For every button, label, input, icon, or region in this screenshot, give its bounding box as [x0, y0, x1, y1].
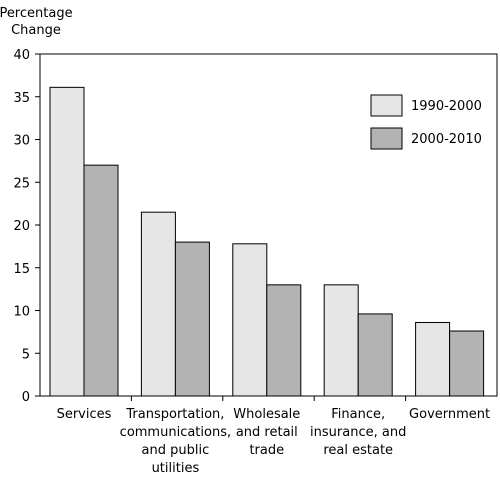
bar-2000-2010	[357, 313, 393, 397]
x-tick-label: Transportation, communications, and public…	[120, 407, 231, 476]
bar-1990-2000	[49, 86, 85, 397]
y-axis-label-line-2: Change	[11, 23, 61, 38]
y-tick-label: 0	[22, 390, 30, 405]
bar-1990-2000	[140, 211, 176, 397]
bar-2000-2010	[449, 330, 485, 397]
y-tick-label: 10	[13, 305, 30, 320]
legend-swatch	[370, 127, 403, 150]
bar-2000-2010	[174, 241, 210, 397]
bar-1990-2000	[232, 243, 268, 397]
bar-2000-2010	[266, 284, 302, 397]
y-tick-label: 5	[22, 347, 30, 362]
x-tick-label: Wholesale and retail trade	[233, 407, 300, 458]
legend-swatch	[370, 94, 403, 117]
y-tick-label: 35	[13, 91, 30, 106]
y-tick-label: 20	[13, 219, 30, 234]
bar-1990-2000	[415, 321, 451, 397]
legend: 1990-2000 2000-2010	[370, 94, 482, 150]
x-tick-label: Finance, insurance, and real estate	[310, 407, 406, 458]
legend-label: 1990-2000	[411, 99, 482, 114]
legend-label: 2000-2010	[411, 132, 482, 147]
y-tick-label: 40	[13, 48, 30, 63]
x-axis: Services Transportation, communications, an…	[57, 396, 490, 476]
y-axis-label: Percentage Change	[0, 6, 73, 38]
plot-area	[39, 53, 498, 397]
y-tick-label: 25	[13, 176, 30, 191]
bar-1990-2000	[323, 284, 359, 397]
x-tick-label: Services	[57, 407, 112, 422]
y-axis: 0 5 10 15 20 25 30 35 40	[13, 48, 40, 405]
x-tick-label: Government	[409, 407, 490, 422]
bar-2000-2010	[83, 164, 119, 397]
y-tick-label: 30	[13, 134, 30, 149]
y-axis-label-line-1: Percentage	[0, 6, 73, 21]
y-tick-label: 15	[13, 262, 30, 277]
